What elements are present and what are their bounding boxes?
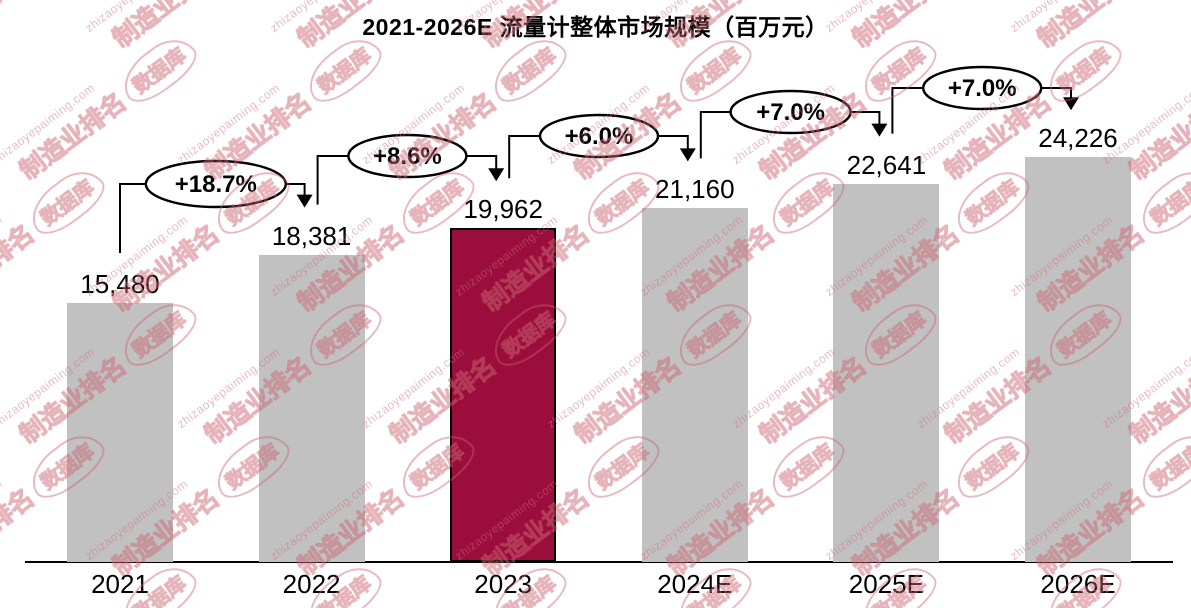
growth-oval-2021-2022 xyxy=(144,159,288,209)
bar-2026E xyxy=(1025,157,1131,562)
arrowhead-down-icon xyxy=(296,194,313,208)
bar-value-label-2024E: 21,160 xyxy=(655,174,735,205)
bar-2021 xyxy=(67,303,173,562)
bar-2024E xyxy=(641,208,748,562)
connector-line-2022-2023 xyxy=(316,155,498,205)
growth-label-2025E-2026E: +7.0% xyxy=(948,75,1017,102)
connector-line-2024E-2025E xyxy=(699,111,881,159)
arrowhead-down-icon xyxy=(1063,97,1079,111)
x-tick-label-2021: 2021 xyxy=(91,569,149,599)
x-tick-label-2025E: 2025E xyxy=(848,569,924,599)
chart-title: 2021-2026E 流量计整体市场规模（百万元） xyxy=(362,14,829,40)
growth-oval-2022-2023 xyxy=(347,133,468,179)
x-axis-line xyxy=(25,561,1173,563)
growth-label-2023-2024E: +6.0% xyxy=(565,123,634,150)
growth-label-2024E-2025E: +7.0% xyxy=(756,99,825,126)
bar-2022 xyxy=(258,254,365,562)
growth-oval-2025E-2026E xyxy=(922,65,1043,111)
bar-value-label-2023: 19,962 xyxy=(463,194,543,225)
x-tick-label-2026E: 2026E xyxy=(1040,569,1116,599)
bar-2023 xyxy=(450,228,557,562)
growth-label-2022-2023: +8.6% xyxy=(373,143,442,170)
bar-2025E xyxy=(833,183,940,562)
connector-line-2021-2022 xyxy=(119,183,306,253)
growth-oval-2024E-2025E xyxy=(729,89,852,135)
bar-value-label-2025E: 22,641 xyxy=(846,149,927,180)
connector-line-2025E-2026E xyxy=(891,87,1072,134)
arrowhead-down-icon xyxy=(871,123,888,137)
x-tick-label-2023: 2023 xyxy=(474,569,533,599)
arrowhead-down-icon xyxy=(488,168,505,182)
x-tick-label-2024E: 2024E xyxy=(657,569,733,599)
bar-value-label-2021: 15,480 xyxy=(80,269,160,299)
arrowhead-down-icon xyxy=(679,148,696,162)
growth-label-2021-2022: +18.7% xyxy=(175,171,257,198)
x-tick-label-2022: 2022 xyxy=(282,569,341,599)
growth-oval-2023-2024E xyxy=(538,113,660,159)
bar-value-label-2022: 18,381 xyxy=(271,220,352,251)
bar-value-label-2026E: 24,226 xyxy=(1038,123,1118,154)
connector-line-2023-2024E xyxy=(508,135,689,179)
